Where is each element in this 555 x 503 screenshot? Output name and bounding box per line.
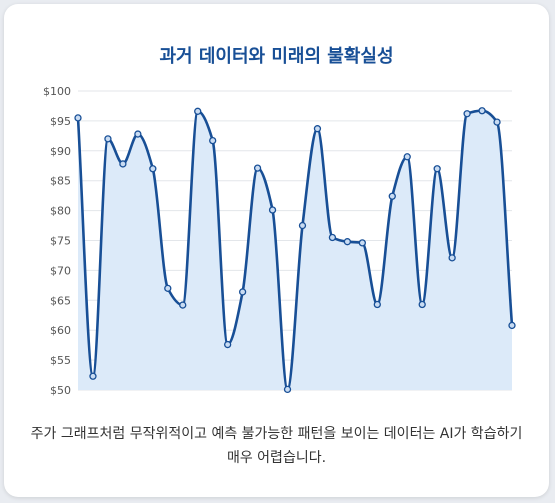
data-point xyxy=(508,321,516,330)
data-point xyxy=(328,233,337,242)
data-point xyxy=(478,107,486,115)
data-point xyxy=(433,165,441,173)
y-tick-label: $55 xyxy=(50,354,71,367)
y-tick-label: $70 xyxy=(50,264,71,277)
data-point xyxy=(268,206,277,214)
data-point xyxy=(373,300,381,309)
area-fill xyxy=(78,110,512,390)
y-tick-label: $80 xyxy=(50,205,71,218)
chart-title: 과거 데이터와 미래의 불확실성 xyxy=(159,46,394,67)
data-point xyxy=(209,136,217,145)
y-tick-label: $90 xyxy=(50,145,71,158)
data-point xyxy=(358,239,366,247)
data-point xyxy=(298,221,307,230)
data-point xyxy=(253,164,262,172)
y-tick-label: $75 xyxy=(50,235,71,248)
data-point xyxy=(194,107,202,115)
data-point xyxy=(418,300,426,309)
y-tick-label: $95 xyxy=(50,115,71,128)
data-point xyxy=(238,288,247,296)
data-point xyxy=(313,125,322,133)
data-point xyxy=(448,254,456,262)
y-tick-label: $60 xyxy=(50,324,71,337)
data-point xyxy=(134,130,142,138)
data-point xyxy=(74,114,82,122)
data-point xyxy=(403,153,411,161)
data-point xyxy=(224,340,232,349)
y-tick-label: $100 xyxy=(43,85,71,98)
y-tick-label: $85 xyxy=(50,175,71,188)
chart-card: 과거 데이터와 미래의 불확실성 $50 $55 $60 $65 $70 $75 $80 $8… xyxy=(4,4,549,497)
data-point xyxy=(119,160,127,168)
chart-caption: 주가 그래프처럼 무작위적이고 예측 불가능한 패턴을 보이는 데이터는 AI가… xyxy=(30,426,523,466)
data-point xyxy=(493,118,501,126)
data-point xyxy=(283,385,292,394)
y-tick-label: $50 xyxy=(50,384,71,397)
data-point xyxy=(463,110,471,118)
y-tick-label: $65 xyxy=(50,294,71,307)
area-chart: $50 $55 $60 $65 $70 $75 $80 $85 $90 $95 $100 xyxy=(43,85,516,397)
data-point xyxy=(104,135,112,143)
data-point xyxy=(388,192,396,200)
data-point xyxy=(164,284,172,292)
data-point xyxy=(89,372,97,380)
data-point xyxy=(149,165,157,173)
data-point xyxy=(343,238,352,246)
data-point xyxy=(179,301,187,309)
